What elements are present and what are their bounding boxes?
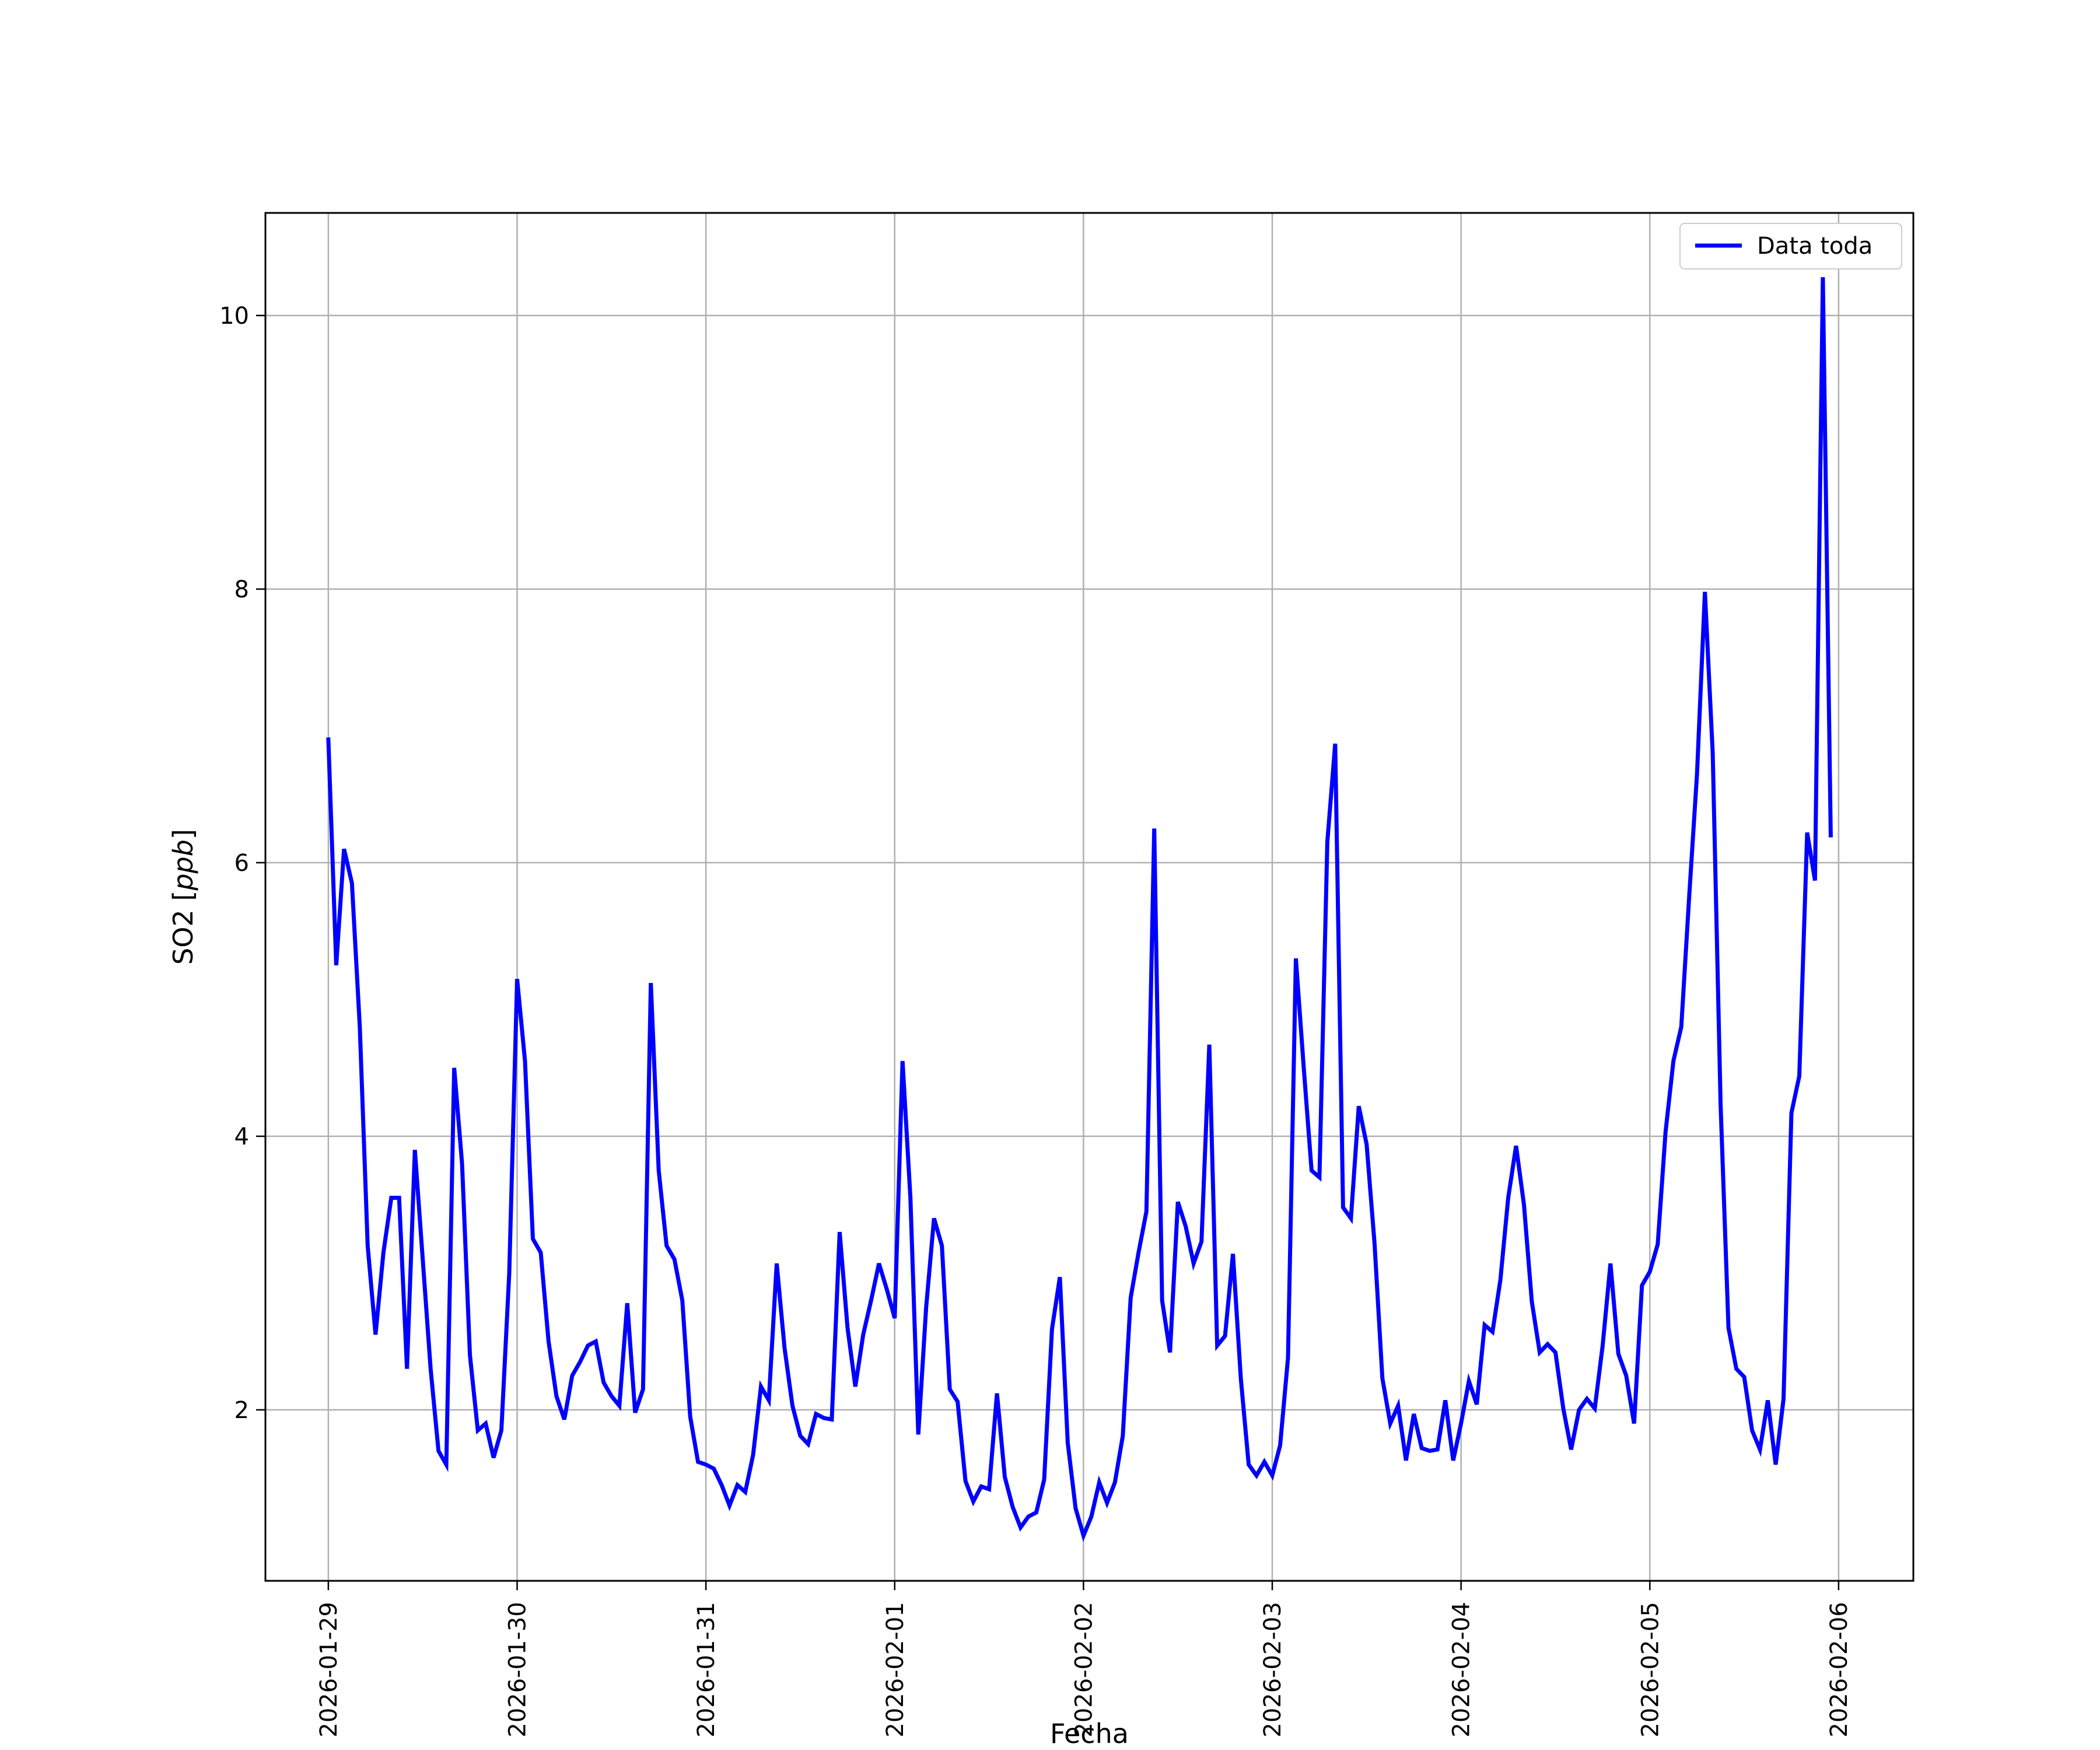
x-tick-label: 2026-01-29 (316, 1602, 342, 1737)
x-tick-label: 2026-02-01 (882, 1602, 909, 1737)
y-tick-label: 2 (235, 1397, 249, 1424)
y-axis-label-unit: ppb (167, 839, 199, 891)
y-axis-label-close: ] (167, 829, 199, 839)
x-axis-ticks: 2026-01-29 2026-01-30 2026-01-31 2026-02-01… (316, 1581, 1853, 1737)
x-tick-label: 2026-02-03 (1259, 1602, 1286, 1737)
grid-lines (265, 213, 1913, 1581)
y-tick-label: 8 (235, 576, 249, 603)
series-line-0 (326, 277, 1833, 1542)
y-tick-label: 4 (235, 1124, 249, 1150)
x-axis-label: Fecha (1050, 1718, 1129, 1749)
y-axis-ticks: 2 4 6 8 10 (219, 303, 265, 1424)
y-axis-label-main: SO2 [ (167, 891, 199, 965)
y-tick-label: 6 (235, 850, 249, 877)
legend: Data toda (1679, 223, 1902, 270)
y-tick-label: 10 (219, 303, 249, 330)
x-tick-label: 2026-01-30 (505, 1602, 531, 1737)
x-tick-label: 2026-02-02 (1070, 1602, 1097, 1737)
x-tick-label: 2026-01-31 (693, 1602, 720, 1737)
series-layer (326, 277, 1833, 1542)
x-tick-label: 2026-02-04 (1448, 1602, 1475, 1737)
x-tick-label: 2026-02-05 (1637, 1602, 1664, 1737)
x-tick-label: 2026-02-06 (1826, 1602, 1853, 1737)
legend-box (1679, 223, 1902, 270)
legend-entry-data-toda: Data toda (1757, 233, 1873, 260)
y-axis-label: SO2 [ppb] (167, 829, 199, 965)
plot-frame (264, 212, 1915, 1582)
